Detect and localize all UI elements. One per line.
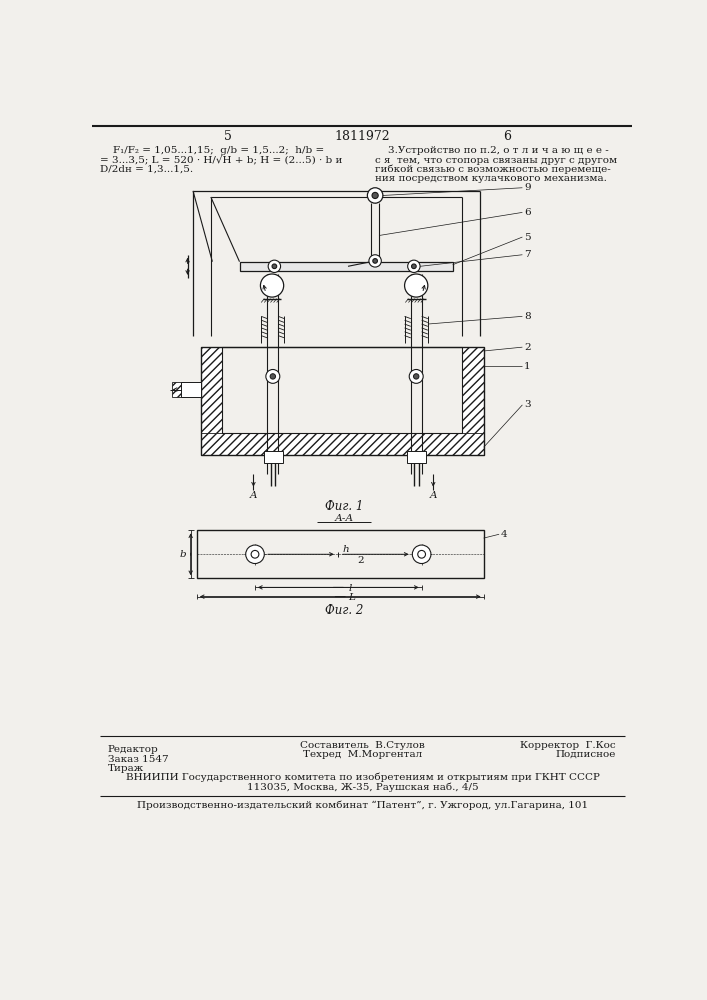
Text: Фиг. 1: Фиг. 1 [325,500,363,513]
Text: 6: 6 [503,130,511,143]
Bar [201,433,484,455]
Text: Заказ 1547: Заказ 1547 [107,755,168,764]
Bar [201,347,484,455]
Circle shape [408,260,420,272]
Circle shape [268,260,281,272]
Circle shape [246,545,264,564]
Text: Корректор  Г.Кос: Корректор Г.Кос [520,741,615,750]
Circle shape [373,259,378,263]
Text: 1811972: 1811972 [335,130,390,143]
Text: Тираж: Тираж [107,764,144,773]
Text: Редактор: Редактор [107,745,158,754]
Text: 5: 5 [524,233,530,242]
Circle shape [266,369,280,383]
Text: 3: 3 [524,400,530,409]
Text: ВНИИПИ Государственного комитета по изобретениям и открытиям при ГКНТ СССР: ВНИИПИ Государственного комитета по изоб… [126,773,600,782]
Text: Техред  М.Моргентал: Техред М.Моргентал [303,750,422,759]
Text: A: A [429,491,437,500]
Circle shape [251,550,259,558]
Text: = 3...3,5; L = 520 · H/√H + b; H = (2...5) · b и: = 3...3,5; L = 520 · H/√H + b; H = (2...… [100,155,342,165]
Circle shape [409,369,423,383]
Circle shape [411,264,416,269]
Bar [197,530,484,578]
Circle shape [368,188,383,203]
Circle shape [272,264,276,269]
Circle shape [418,550,426,558]
Text: 2: 2 [358,556,364,565]
Circle shape [260,274,284,297]
Text: Составитель  В.Стулов: Составитель В.Стулов [300,741,425,750]
Text: D/2dн = 1,3...1,5.: D/2dн = 1,3...1,5. [100,165,193,174]
Bar [462,347,484,455]
Circle shape [412,545,431,564]
Text: 6: 6 [524,208,530,217]
Circle shape [404,274,428,297]
Text: F₁/F₂ = 1,05...1,15;  g/b = 1,5...2;  h/b =: F₁/F₂ = 1,05...1,15; g/b = 1,5...2; h/b … [100,146,325,155]
Bar [182,382,201,397]
Text: A: A [250,491,257,500]
Bar [172,382,184,397]
Text: l: l [349,584,351,593]
Bar [407,451,426,463]
Text: Подписное: Подписное [555,750,615,759]
Text: с я  тем, что стопора связаны друг с другом: с я тем, что стопора связаны друг с друг… [375,156,617,165]
Text: 5: 5 [224,130,232,143]
Bar [201,347,223,455]
Bar [223,347,462,433]
Text: 2: 2 [524,343,530,352]
Text: 1: 1 [524,362,530,371]
Circle shape [369,255,381,267]
Text: гибкой связью с возможностью перемеще-: гибкой связью с возможностью перемеще- [375,165,611,174]
Circle shape [270,374,276,379]
Text: L: L [349,593,356,602]
Text: b: b [180,550,186,559]
Text: 7: 7 [524,250,530,259]
Text: 3.Устройство по п.2, о т л и ч а ю щ е е -: 3.Устройство по п.2, о т л и ч а ю щ е е… [375,146,609,155]
Circle shape [372,192,378,199]
Bar [264,451,283,463]
Text: ния посредством кулачкового механизма.: ния посредством кулачкового механизма. [375,174,607,183]
Text: Фиг. 2: Фиг. 2 [325,604,363,617]
Text: Производственно-издательский комбинат “Патент”, г. Ужгород, ул.Гагарина, 101: Производственно-издательский комбинат “П… [137,801,588,810]
Text: 9: 9 [524,183,530,192]
Text: 113035, Москва, Ж-35, Раушская наб., 4/5: 113035, Москва, Ж-35, Раушская наб., 4/5 [247,782,479,792]
Text: 4: 4 [501,530,508,539]
Bar [240,262,452,271]
Text: А-А: А-А [334,514,354,523]
Circle shape [414,374,419,379]
Text: 8: 8 [524,312,530,321]
Text: h: h [342,545,349,554]
